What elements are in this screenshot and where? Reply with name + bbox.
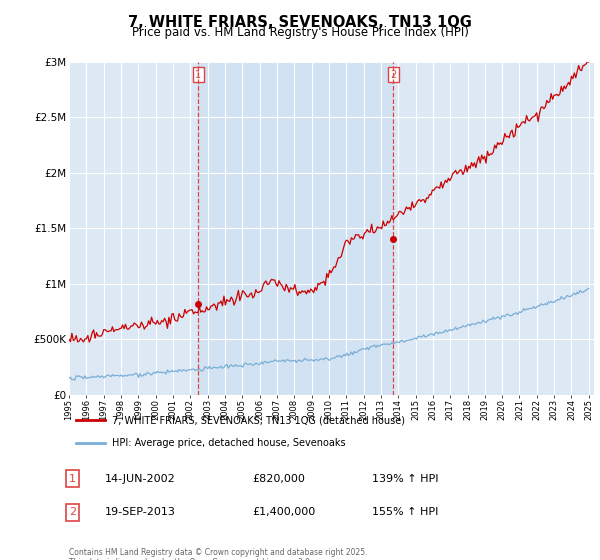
Text: 1: 1 — [195, 70, 201, 80]
Text: 1: 1 — [69, 474, 76, 484]
Text: 2: 2 — [69, 507, 76, 517]
Text: 139% ↑ HPI: 139% ↑ HPI — [372, 474, 439, 484]
Text: Price paid vs. HM Land Registry's House Price Index (HPI): Price paid vs. HM Land Registry's House … — [131, 26, 469, 39]
Text: £1,400,000: £1,400,000 — [252, 507, 315, 517]
Text: 14-JUN-2002: 14-JUN-2002 — [105, 474, 176, 484]
Bar — [198, 62, 394, 395]
Text: 7, WHITE FRIARS, SEVENOAKS, TN13 1QG: 7, WHITE FRIARS, SEVENOAKS, TN13 1QG — [128, 15, 472, 30]
Text: 7, WHITE FRIARS, SEVENOAKS, TN13 1QG (detached house): 7, WHITE FRIARS, SEVENOAKS, TN13 1QG (de… — [112, 416, 405, 426]
Text: 19-SEP-2013: 19-SEP-2013 — [105, 507, 176, 517]
Text: HPI: Average price, detached house, Sevenoaks: HPI: Average price, detached house, Seve… — [112, 438, 346, 448]
Text: Contains HM Land Registry data © Crown copyright and database right 2025.
This d: Contains HM Land Registry data © Crown c… — [69, 548, 367, 560]
Text: 155% ↑ HPI: 155% ↑ HPI — [372, 507, 439, 517]
Text: 2: 2 — [390, 70, 397, 80]
Text: £820,000: £820,000 — [252, 474, 305, 484]
